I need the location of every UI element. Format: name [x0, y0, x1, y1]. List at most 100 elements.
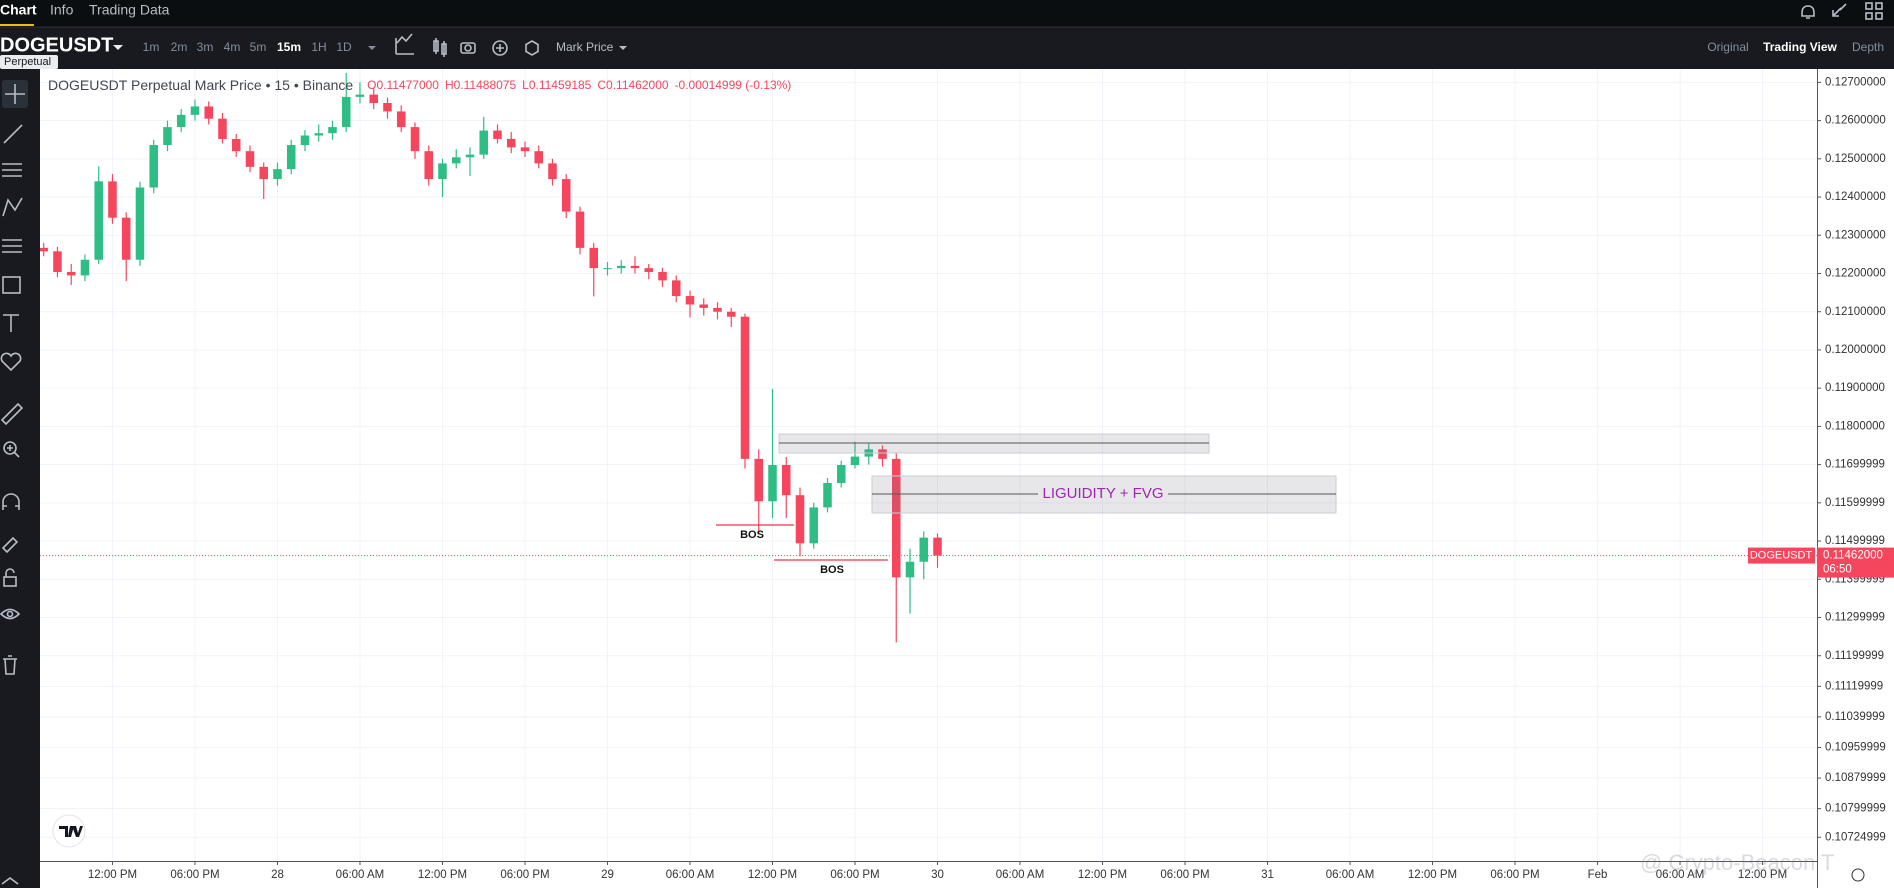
x-tick-label: 06:00 AM: [1326, 869, 1375, 881]
symbol[interactable]: DOGEUSDT: [0, 34, 113, 56]
view-option[interactable]: Original: [1707, 40, 1748, 54]
candle-body: [933, 537, 942, 556]
tab[interactable]: Chart: [0, 2, 37, 18]
candle-body: [176, 114, 186, 128]
y-tick-label: 0.11299999: [1825, 612, 1885, 624]
candle-body: [190, 106, 200, 115]
candle-body: [575, 211, 585, 248]
pattern-tool[interactable]: [2, 197, 23, 217]
ohlc-value: 0.11459185: [529, 78, 592, 92]
candle-body: [94, 181, 103, 260]
candle-body: [836, 465, 846, 483]
interval[interactable]: 15m: [277, 40, 301, 54]
candle-body: [410, 127, 420, 152]
ohlc-key: O: [367, 78, 376, 92]
delete-tool[interactable]: [3, 655, 17, 675]
tabs: Chart Info Trading Data: [0, 2, 170, 26]
y-tick-label: 0.12400000: [1825, 191, 1886, 203]
lock-tool[interactable]: [3, 576, 17, 587]
candle-type-icon[interactable]: [433, 38, 447, 57]
toolbar-expand[interactable]: [1, 877, 19, 885]
candle-body: [795, 495, 805, 544]
candle-body: [630, 265, 640, 269]
price-tags: DOGEUSDT 0.11462000 06:50: [1748, 547, 1894, 578]
tab[interactable]: Trading Data: [89, 2, 170, 18]
price-type[interactable]: Mark Price: [556, 40, 614, 54]
grid-icon[interactable]: [1865, 12, 1873, 20]
settings-hex-icon[interactable]: [525, 40, 539, 56]
candle-body: [479, 130, 488, 155]
fib-tool[interactable]: [2, 239, 22, 253]
zoom-tool-detail: [7, 445, 20, 458]
visibility-tool[interactable]: [0, 608, 21, 620]
candle-body: [616, 265, 626, 269]
candle-body: [369, 94, 378, 104]
collapse-icon[interactable]: [1832, 3, 1847, 17]
legend: DOGEUSDT Perpetual Mark Price • 15 • Bin…: [48, 77, 791, 93]
lock-shackle: [5, 568, 15, 577]
candle-body: [396, 111, 406, 128]
x-tick-label: 12:00 PM: [1078, 869, 1127, 881]
candle-body: [424, 151, 433, 180]
top-icons: [1801, 2, 1883, 20]
candle-body: [905, 561, 915, 578]
draw-mode-tool[interactable]: [1, 536, 19, 554]
horizontal-lines-tool[interactable]: [2, 163, 22, 177]
add-icon[interactable]: [492, 40, 508, 56]
grid-icon[interactable]: [1865, 2, 1873, 10]
candle-body: [548, 163, 557, 180]
grid-icon[interactable]: [1875, 2, 1883, 10]
interval-dropdown[interactable]: [368, 46, 376, 50]
interval[interactable]: 1m: [143, 40, 160, 54]
candle-body: [108, 181, 117, 218]
bell-icon[interactable]: [1801, 5, 1815, 19]
symbol-dropdown[interactable]: [113, 45, 123, 50]
candle-body: [891, 458, 901, 578]
price-type-dropdown[interactable]: [619, 46, 627, 50]
x-tick-label: 06:00 AM: [336, 869, 385, 881]
interval[interactable]: 5m: [250, 40, 267, 54]
y-tick-label: 0.11039999: [1825, 711, 1885, 723]
indicator-icon[interactable]: [395, 33, 414, 55]
bos-label: BOS: [820, 564, 844, 576]
shape-tool[interactable]: [2, 276, 21, 294]
crosshair-tool[interactable]: [5, 84, 25, 104]
trendline-tool[interactable]: [3, 124, 23, 144]
x-tick-label: 12:00 PM: [418, 869, 467, 881]
contract-badge: [0, 55, 58, 69]
ohlc-key: C: [597, 78, 606, 92]
interval[interactable]: 1D: [336, 40, 352, 54]
favorites-tool[interactable]: [0, 352, 22, 372]
candle-body: [658, 271, 667, 281]
chart-toolbar: [0, 27, 1894, 69]
tv-logo[interactable]: [52, 814, 86, 848]
grid-icon[interactable]: [1875, 12, 1883, 20]
interval[interactable]: 2m: [171, 40, 188, 54]
drawing-tools: [0, 80, 28, 885]
interval[interactable]: 3m: [197, 40, 214, 54]
text-tool[interactable]: [3, 314, 19, 332]
x-tick-label: 29: [601, 869, 614, 881]
magnet-tool[interactable]: [2, 493, 20, 510]
x-tick-label: Feb: [1588, 869, 1608, 881]
candle-body: [754, 458, 764, 502]
y-tick-label: 0.10724999: [1825, 831, 1886, 843]
x-tick-label: 12:00 PM: [1408, 869, 1457, 881]
camera-icon[interactable]: [460, 42, 476, 54]
ruler-tool[interactable]: [0, 402, 24, 426]
interval[interactable]: 4m: [224, 40, 241, 54]
view-option[interactable]: Depth: [1852, 40, 1884, 54]
tab[interactable]: Info: [50, 2, 74, 18]
settings-icon[interactable]: [1851, 868, 1865, 882]
view-option[interactable]: Trading View: [1763, 40, 1837, 54]
y-tick-label: 0.12200000: [1825, 268, 1886, 280]
candle-body: [589, 247, 599, 269]
candle-body: [520, 147, 530, 152]
countdown: 06:50: [1823, 564, 1852, 576]
zoom-tool[interactable]: [3, 441, 17, 455]
candle-body: [699, 304, 709, 308]
interval[interactable]: 1H: [311, 40, 326, 54]
x-tick-label: 06:00 PM: [500, 869, 549, 881]
